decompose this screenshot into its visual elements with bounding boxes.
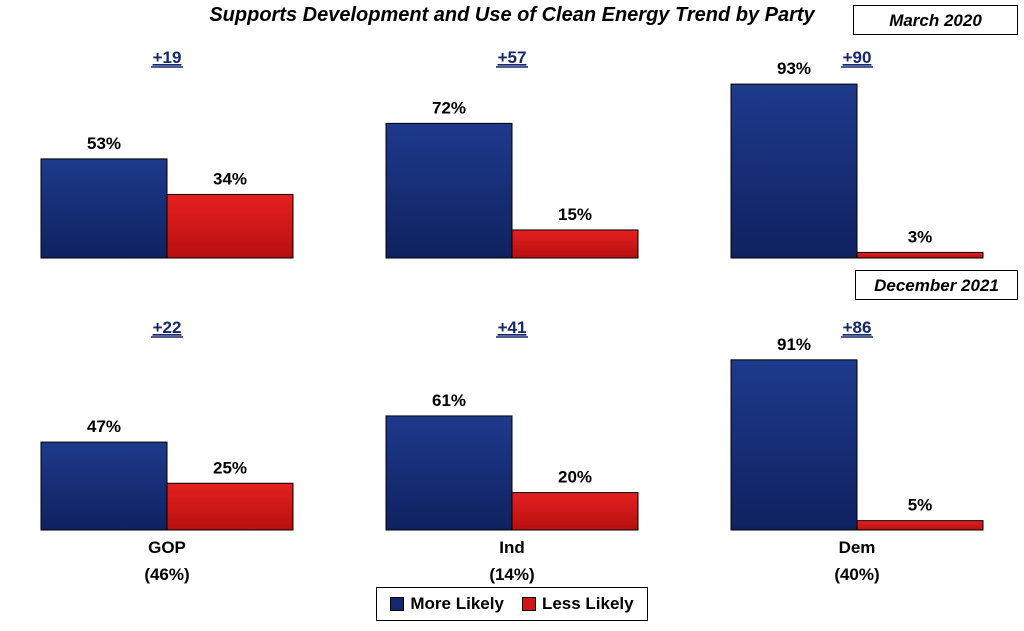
bar-less-likely-ind-december-2021 — [511, 492, 639, 531]
legend-item-more-likely: More Likely — [390, 594, 504, 614]
value-label-more-likely-dem-december-2021: 91% — [777, 335, 811, 354]
legend-swatch-less-likely — [521, 597, 536, 611]
value-label-more-likely-ind-march-2020: 72% — [432, 98, 466, 117]
chart-title: Supports Development and Use of Clean En… — [209, 4, 815, 26]
category-sublabel-dem: (40%) — [834, 565, 879, 584]
difference-label-gop-december-2021: +22 — [153, 318, 182, 337]
bar-less-likely-gop-december-2021 — [166, 482, 294, 531]
value-label-less-likely-dem-march-2020: 3% — [908, 227, 933, 246]
category-sublabel-ind: (14%) — [489, 565, 534, 584]
bar-less-likely-dem-december-2021 — [856, 520, 984, 531]
bar-more-likely-ind-december-2021 — [385, 415, 513, 531]
legend-label-more-likely: More Likely — [410, 594, 504, 613]
value-label-more-likely-gop-december-2021: 47% — [87, 417, 121, 436]
value-label-less-likely-dem-december-2021: 5% — [908, 496, 933, 515]
legend-label-less-likely: Less Likely — [541, 594, 634, 613]
period-label-march-2020: March 2020 — [853, 5, 1018, 35]
period-label-december-2021: December 2021 — [855, 270, 1018, 300]
category-label-dem: Dem — [839, 538, 876, 557]
value-label-less-likely-ind-december-2021: 20% — [558, 468, 592, 487]
bar-less-likely-ind-march-2020 — [511, 229, 639, 259]
value-label-more-likely-gop-march-2020: 53% — [87, 134, 121, 153]
value-label-less-likely-gop-march-2020: 34% — [213, 169, 247, 188]
bar-more-likely-gop-december-2021 — [40, 441, 168, 531]
value-label-less-likely-gop-december-2021: 25% — [213, 458, 247, 477]
bar-less-likely-dem-march-2020 — [856, 251, 984, 259]
category-sublabel-gop: (46%) — [144, 565, 189, 584]
value-label-more-likely-ind-december-2021: 61% — [432, 391, 466, 410]
value-label-less-likely-ind-march-2020: 15% — [558, 205, 592, 224]
difference-label-dem-december-2021: +86 — [843, 318, 872, 337]
difference-label-dem-march-2020: +90 — [843, 48, 872, 67]
difference-label-ind-march-2020: +57 — [498, 48, 527, 67]
bar-more-likely-gop-march-2020 — [40, 158, 168, 259]
difference-label-gop-march-2020: +19 — [153, 48, 182, 67]
category-label-ind: Ind — [499, 538, 525, 557]
bar-more-likely-dem-december-2021 — [730, 359, 858, 531]
category-label-gop: GOP — [148, 538, 186, 557]
legend-swatch-more-likely — [390, 597, 405, 611]
legend-item-less-likely: Less Likely — [521, 594, 634, 614]
bar-more-likely-ind-march-2020 — [385, 122, 513, 259]
difference-label-ind-december-2021: +41 — [498, 318, 527, 337]
bar-less-likely-gop-march-2020 — [166, 193, 294, 259]
chart-legend: More Likely Less Likely — [376, 587, 648, 621]
value-label-more-likely-dem-march-2020: 93% — [777, 59, 811, 78]
bar-more-likely-dem-march-2020 — [730, 83, 858, 259]
